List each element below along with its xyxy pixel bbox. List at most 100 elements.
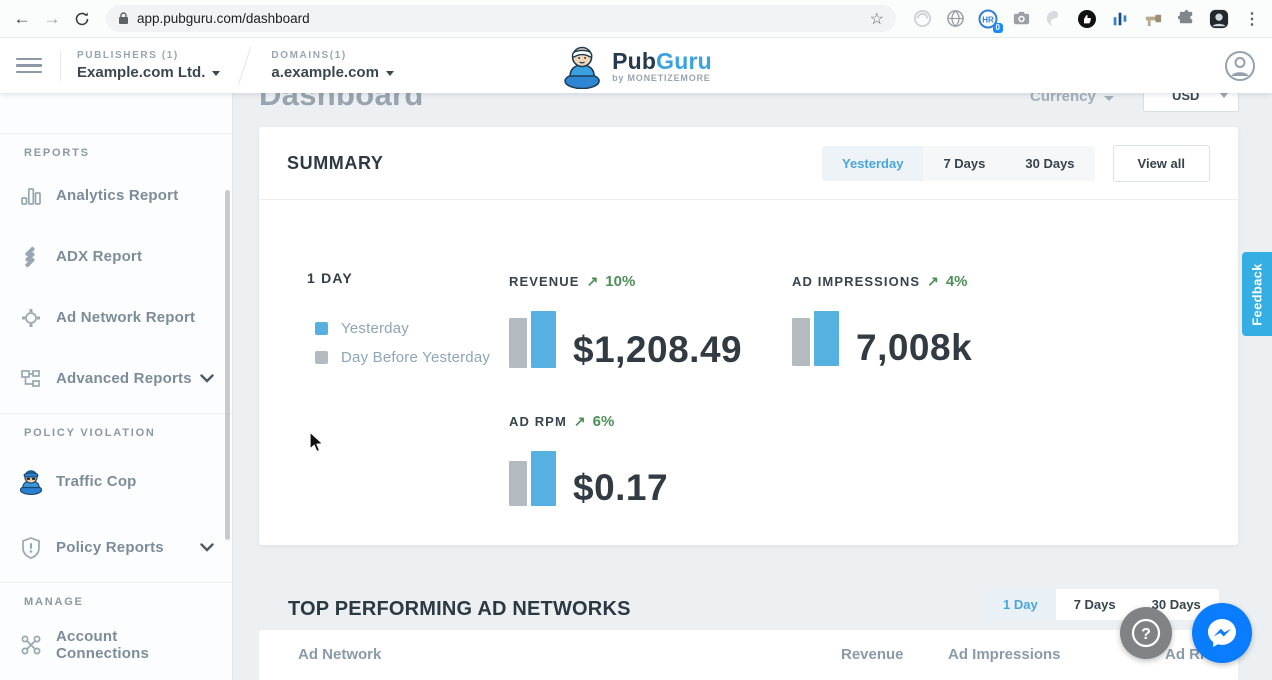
mini-bar-chart: $0.17 xyxy=(509,451,669,508)
logo-text-pub: Pub xyxy=(612,48,657,74)
address-bar[interactable]: app.pubguru.com/dashboard ☆ xyxy=(106,5,896,32)
sidebar-item-account-connections[interactable]: Account Connections xyxy=(0,614,232,675)
summary-range-tabs: Yesterday 7 Days 30 Days xyxy=(822,145,1095,181)
trend-up-icon: ↗ xyxy=(586,273,599,289)
logo-text-guru: Guru xyxy=(656,48,712,74)
sidebar-item-advanced-reports[interactable]: Advanced Reports xyxy=(0,348,232,409)
tab-30-days[interactable]: 30 Days xyxy=(1025,155,1075,171)
sidebar-item-label: Analytics Report xyxy=(56,187,179,204)
bar-previous xyxy=(792,318,810,366)
extension-tool-icon[interactable] xyxy=(1143,9,1163,29)
period-label: 1 DAY xyxy=(307,270,353,286)
publisher-caret-icon xyxy=(212,70,221,76)
sidebar-item-traffic-cop[interactable]: Traffic Cop xyxy=(0,445,232,517)
legend-yesterday: Yesterday xyxy=(315,320,409,337)
currency-label[interactable]: Currency xyxy=(1030,93,1114,105)
extension-swirl-icon[interactable] xyxy=(912,9,932,29)
messenger-button[interactable] xyxy=(1192,603,1252,663)
mini-bar-chart: 7,008k xyxy=(792,311,973,368)
tab-7-days[interactable]: 7 Days xyxy=(943,155,986,171)
stat-ad-rpm: AD RPM ↗ 6% $0.17 xyxy=(509,413,669,508)
chevron-down-icon[interactable] xyxy=(200,370,214,388)
bar-current xyxy=(814,311,839,366)
shield-alert-icon xyxy=(18,536,44,560)
connections-icon xyxy=(18,633,44,657)
bar-current xyxy=(531,451,556,506)
bar-previous xyxy=(509,318,527,368)
stat-change: 6% xyxy=(592,413,615,430)
mini-bar-chart: $1,208.49 xyxy=(509,311,742,370)
sidebar-nav: REPORTS Analytics Report ADX Report Ad N… xyxy=(0,93,233,680)
view-all-button[interactable]: View all xyxy=(1112,144,1210,182)
profile-avatar-icon[interactable] xyxy=(1209,9,1229,29)
url-text[interactable]: app.pubguru.com/dashboard xyxy=(137,11,310,26)
stat-value: $0.17 xyxy=(573,467,669,508)
messenger-icon xyxy=(1208,619,1236,647)
user-avatar-icon[interactable] xyxy=(1224,50,1256,87)
app-header: PUBLISHERS (1) Example.com Ltd. DOMAINS(… xyxy=(0,38,1272,93)
stat-value: 7,008k xyxy=(856,327,973,368)
bar-current xyxy=(531,311,556,368)
summary-title: SUMMARY xyxy=(287,152,384,173)
chevron-down-icon[interactable] xyxy=(200,539,214,557)
stat-change: 4% xyxy=(945,273,968,290)
sidebar-item-label: Advanced Reports xyxy=(56,370,192,387)
extension-puzzle-icon[interactable] xyxy=(1176,9,1196,29)
publisher-value: Example.com Ltd. xyxy=(77,64,206,81)
tab-30-days[interactable]: 30 Days xyxy=(1151,597,1201,612)
stat-change: 10% xyxy=(605,273,636,290)
trend-up-icon: ↗ xyxy=(573,413,586,429)
hamburger-menu-icon[interactable] xyxy=(16,54,42,78)
help-button[interactable]: ? xyxy=(1120,607,1172,659)
extension-thumb-icon[interactable] xyxy=(1077,9,1097,29)
header-divider xyxy=(238,46,252,85)
extension-bars-icon[interactable] xyxy=(1110,9,1130,29)
publisher-selector[interactable]: PUBLISHERS (1) Example.com Ltd. xyxy=(60,50,234,81)
sidebar-scrollbar[interactable] xyxy=(225,190,230,540)
sidebar-section-manage: MANAGE xyxy=(24,596,84,608)
sidebar-item-ad-network-report[interactable]: Ad Network Report xyxy=(0,287,232,348)
lock-icon xyxy=(119,12,128,24)
trend-up-icon: ↗ xyxy=(927,273,939,289)
tab-7-days[interactable]: 7 Days xyxy=(1073,597,1116,612)
sidebar-item-adx-report[interactable]: ADX Report xyxy=(0,226,232,287)
sidebar-item-label: ADX Report xyxy=(56,248,143,265)
stat-revenue: REVENUE ↗ 10% $1,208.49 xyxy=(509,273,743,370)
feedback-tab[interactable]: Feedback xyxy=(1242,252,1272,336)
sidebar-section-policy-violation: POLICY VIOLATION xyxy=(24,427,156,439)
sidebar-item-label: Ad Network Report xyxy=(56,309,196,326)
guru-mascot-icon xyxy=(564,46,600,89)
extension-globe-icon[interactable] xyxy=(945,9,965,29)
svg-text:HR: HR xyxy=(982,15,994,24)
bookmark-star-icon[interactable]: ☆ xyxy=(869,10,884,28)
layers-icon xyxy=(18,245,44,269)
top-networks-range-tabs: 1 Day 7 Days 30 Days xyxy=(985,589,1219,620)
extension-camera-icon[interactable] xyxy=(1011,9,1031,29)
stat-ad-impressions: AD IMPRESSIONS ↗ 4% 7,008k xyxy=(792,273,973,368)
top-networks-title: TOP PERFORMING AD NETWORKS xyxy=(288,598,631,620)
legend-day-before: Day Before Yesterday xyxy=(315,349,490,366)
extension-hr-icon[interactable]: HR 0 xyxy=(978,9,1003,33)
browser-menu-icon[interactable]: ⋮ xyxy=(1244,10,1260,28)
sidebar-item-analytics-report[interactable]: Analytics Report xyxy=(0,165,232,226)
currency-select[interactable]: USD xyxy=(1143,93,1239,112)
domains-label: DOMAINS(1) xyxy=(271,50,347,61)
reload-icon[interactable] xyxy=(70,5,94,33)
extension-yinyang-icon[interactable] xyxy=(1044,9,1064,29)
sidebar-section-reports: REPORTS xyxy=(24,147,90,159)
network-node-icon xyxy=(18,306,44,330)
extension-badge: 0 xyxy=(992,22,1003,33)
forward-icon[interactable]: → xyxy=(43,8,61,28)
summary-card: SUMMARY Yesterday 7 Days 30 Days View al… xyxy=(259,127,1238,545)
extensions-row: HR 0 ⋮ xyxy=(912,9,1262,33)
tab-yesterday[interactable]: Yesterday xyxy=(822,145,924,181)
sidebar-item-label: Account Connections xyxy=(56,627,150,662)
sidebar-item-policy-reports[interactable]: Policy Reports xyxy=(0,517,232,578)
pubguru-logo: PubGuru by MONETIZEMORE xyxy=(560,43,712,89)
feedback-label: Feedback xyxy=(1249,262,1265,326)
tab-1-day[interactable]: 1 Day xyxy=(985,589,1056,620)
back-icon[interactable]: ← xyxy=(13,8,31,28)
top-networks-table: Ad Network Revenue Ad Impressions Ad RPM xyxy=(259,630,1238,680)
domain-selector[interactable]: DOMAINS(1) a.example.com xyxy=(255,50,408,81)
